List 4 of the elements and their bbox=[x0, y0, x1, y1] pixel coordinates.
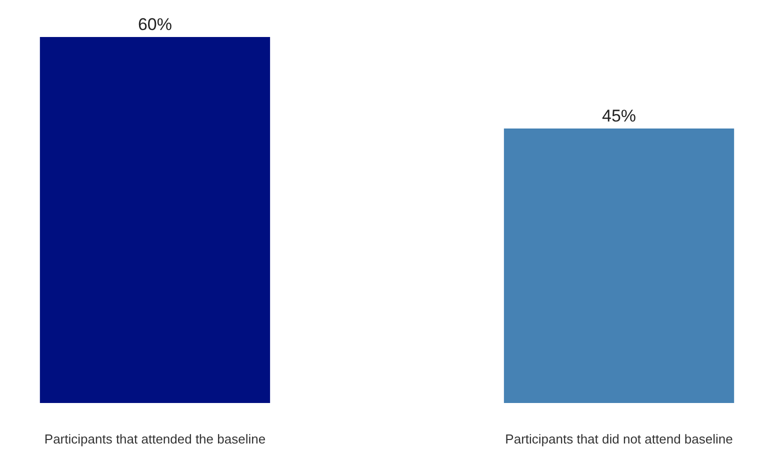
x-tick-label: Participants that attended the baseline bbox=[44, 432, 266, 446]
data-label: 45% bbox=[602, 106, 636, 126]
data-label: 60% bbox=[138, 15, 172, 34]
x-tick-label: Participants that did not attend baseline bbox=[505, 432, 733, 446]
